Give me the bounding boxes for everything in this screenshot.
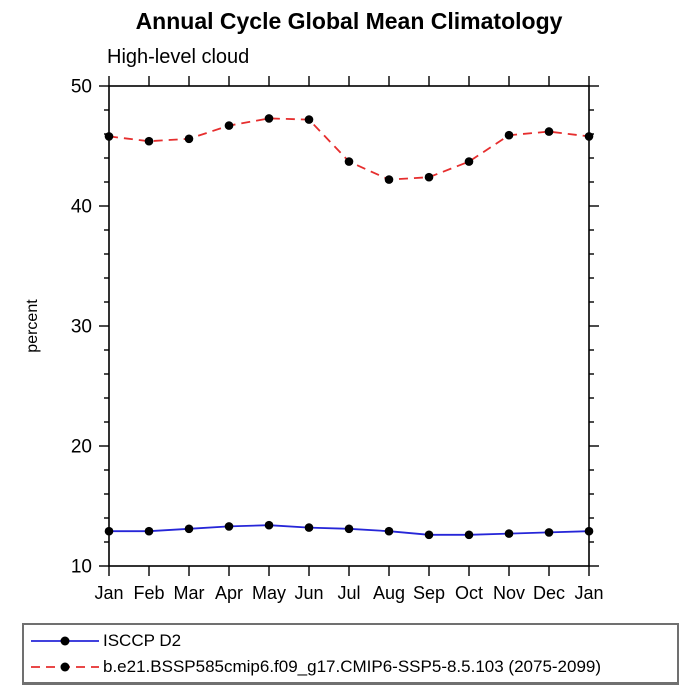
data-point-marker bbox=[104, 132, 114, 141]
x-tick-label: Jun bbox=[294, 583, 323, 603]
data-point-marker bbox=[224, 522, 234, 531]
y-axis-ticks bbox=[99, 85, 599, 567]
x-tick-label: May bbox=[252, 583, 286, 603]
data-point-marker bbox=[504, 130, 514, 140]
data-point-marker bbox=[544, 528, 554, 537]
plot-area: Jan Feb Mar Apr May Jun Jul Aug Sep Oct Nov Dec Jan1… bbox=[71, 76, 604, 603]
data-point-marker bbox=[384, 175, 394, 184]
legend-label: ISCCP D2 bbox=[103, 630, 182, 650]
chart-subtitle: High-level cloud bbox=[107, 46, 250, 68]
legend-line-sample-dashed bbox=[31, 662, 99, 671]
data-point-marker bbox=[264, 520, 274, 530]
data-point-marker bbox=[544, 127, 554, 136]
x-tick-label: Oct bbox=[455, 583, 483, 603]
data-point-marker bbox=[304, 115, 314, 124]
legend-item-isccp: ISCCP D2 bbox=[28, 628, 677, 654]
data-point-marker bbox=[464, 530, 474, 540]
y-axis-labels: 10 20 30 40 50 bbox=[71, 77, 92, 578]
series-isccp-d2 bbox=[104, 520, 594, 540]
x-tick-label: Nov bbox=[493, 583, 525, 603]
legend-item-model: b.e21.BSSP585cmip6.f09_g17.CMIP6-SSP5-8.… bbox=[28, 654, 677, 680]
data-point-marker bbox=[224, 121, 234, 130]
data-point-marker bbox=[424, 530, 434, 540]
data-point-marker bbox=[144, 136, 154, 146]
x-tick-label: Dec bbox=[533, 583, 565, 603]
data-point-marker bbox=[344, 157, 354, 166]
chart-title: Annual Cycle Global Mean Climatology bbox=[135, 8, 563, 34]
x-axis-labels: Jan Feb Mar Apr May Jun Jul Aug Sep Oct Nov Dec Jan bbox=[94, 583, 603, 603]
legend: ISCCP D2 b.e21.BSSP585cmip6.f09_g17.CMIP… bbox=[22, 623, 679, 685]
legend-marker-dot bbox=[60, 636, 70, 645]
data-point-marker bbox=[144, 526, 154, 536]
legend-label: b.e21.BSSP585cmip6.f09_g17.CMIP6-SSP5-8.… bbox=[103, 656, 602, 676]
x-tick-label: Jan bbox=[574, 583, 603, 603]
data-point-marker bbox=[104, 526, 114, 536]
x-tick-label: Sep bbox=[413, 583, 445, 603]
x-tick-label: Mar bbox=[174, 583, 205, 603]
data-point-marker bbox=[384, 526, 394, 536]
data-point-marker bbox=[184, 524, 194, 534]
data-point-marker bbox=[504, 529, 514, 538]
x-tick-label: Jan bbox=[94, 583, 123, 603]
data-point-marker bbox=[584, 526, 594, 536]
legend-marker-dot bbox=[60, 662, 70, 671]
y-tick-label: 40 bbox=[71, 197, 92, 218]
data-point-marker bbox=[344, 524, 354, 534]
data-point-marker bbox=[184, 134, 194, 144]
x-axis-ticks bbox=[108, 76, 590, 576]
data-point-marker bbox=[304, 523, 314, 532]
data-point-marker bbox=[264, 114, 274, 123]
x-tick-label: Apr bbox=[215, 583, 243, 603]
legend-line-sample-solid bbox=[31, 636, 99, 645]
data-point-marker bbox=[464, 157, 474, 166]
series-model bbox=[104, 114, 594, 184]
x-tick-label: Feb bbox=[133, 583, 164, 603]
x-tick-label: Jul bbox=[337, 583, 360, 603]
data-point-marker bbox=[584, 132, 594, 141]
data-point-marker bbox=[424, 172, 434, 182]
y-tick-label: 20 bbox=[71, 437, 92, 458]
x-tick-label: Aug bbox=[373, 583, 405, 603]
y-tick-label: 30 bbox=[71, 317, 92, 338]
y-tick-label: 10 bbox=[71, 557, 92, 578]
y-tick-label: 50 bbox=[71, 77, 92, 98]
